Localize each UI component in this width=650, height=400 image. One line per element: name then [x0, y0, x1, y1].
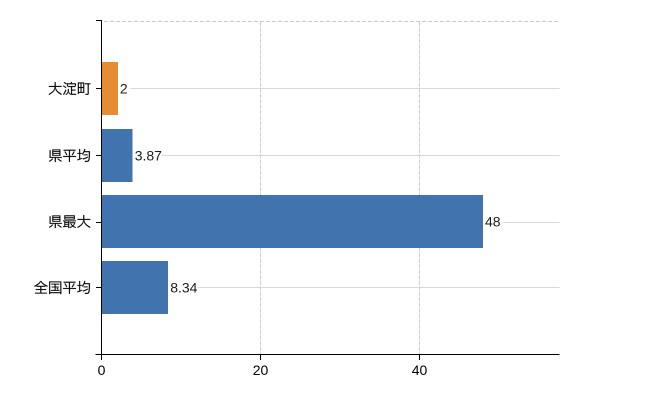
svg-text:8.34: 8.34	[170, 280, 197, 296]
svg-text:48: 48	[485, 214, 501, 230]
svg-text:20: 20	[253, 362, 269, 378]
svg-text:2: 2	[120, 81, 128, 97]
svg-text:3.87: 3.87	[135, 148, 162, 164]
svg-text:0: 0	[98, 362, 106, 378]
svg-text:40: 40	[412, 362, 428, 378]
